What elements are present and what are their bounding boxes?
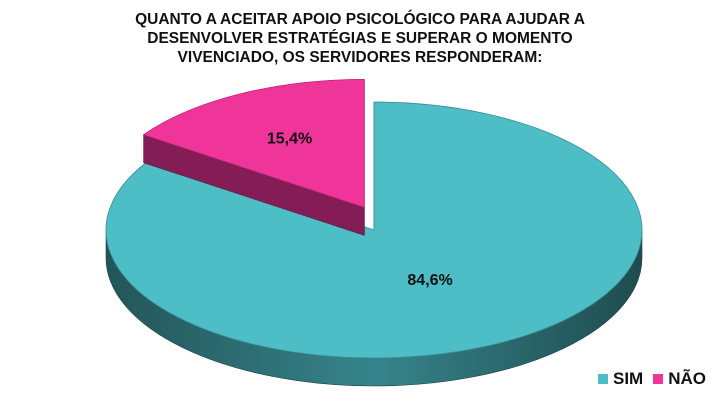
data-label-sim: 84,6% [407,272,452,289]
legend-label-sim: SIM [612,369,644,388]
legend-item-nao: NÃO [653,369,706,389]
data-label-nao: 15,4% [267,131,312,148]
chart-title: QUANTO A ACEITAR APOIO PSICOLÓGICO PARA … [135,11,585,66]
legend-item-sim: SIM [597,369,644,389]
pie-slice-nao [142,78,365,236]
legend-swatch-nao [653,374,664,384]
legend-swatch-sim [597,374,608,384]
chart-legend: SIM NÃO [597,369,706,389]
legend-label-nao: NÃO [668,369,706,388]
